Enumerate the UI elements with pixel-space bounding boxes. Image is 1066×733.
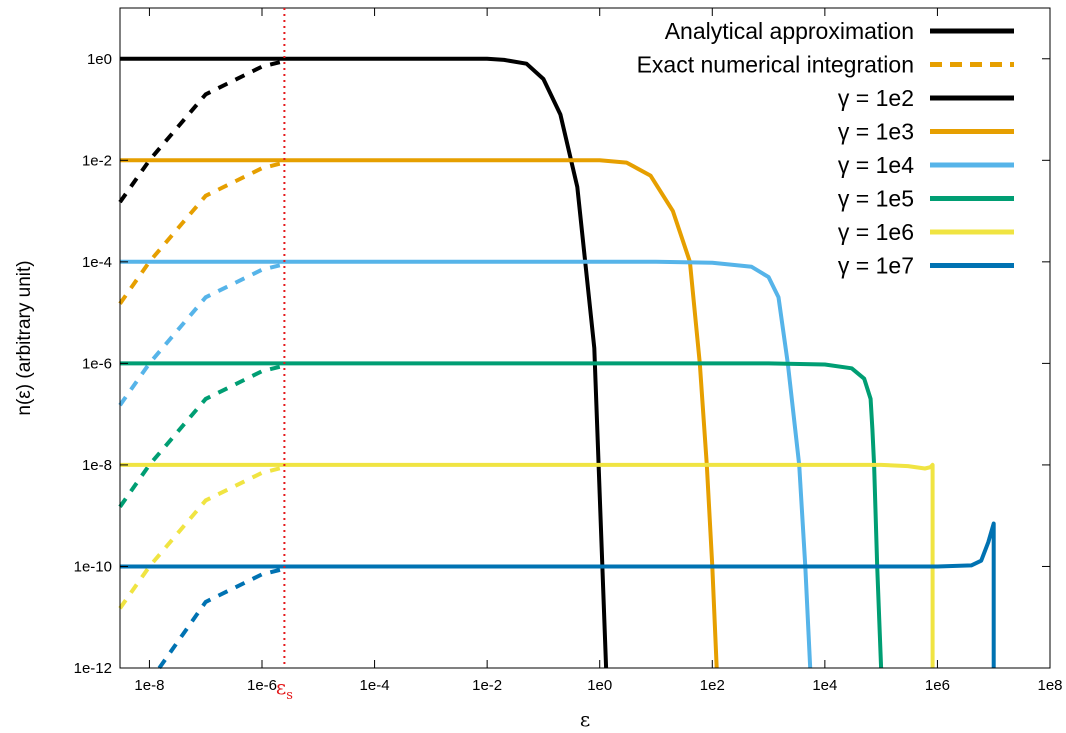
- series-exact-1e6: [118, 465, 285, 610]
- x-tick-label: 1e6: [925, 677, 950, 694]
- legend-label: γ = 1e2: [838, 85, 914, 111]
- x-tick-label: 1e4: [812, 677, 837, 694]
- y-tick-label: 1e-12: [74, 660, 112, 677]
- series-analytical-1e3: [120, 158, 719, 669]
- series-analytical-1e7: [120, 521, 996, 668]
- legend-label: γ = 1e3: [838, 119, 914, 145]
- legend-label: Analytical approximation: [665, 18, 914, 44]
- y-tick-label: 1e0: [87, 51, 112, 68]
- y-tick-label: 1e-8: [82, 457, 112, 474]
- series-analytical-1e6: [120, 462, 935, 668]
- plot-frame: [119, 7, 1051, 669]
- series-exact-1e4: [118, 262, 285, 407]
- series-analytical-1e5: [120, 361, 884, 669]
- series-analytical-1e4: [120, 259, 813, 669]
- x-tick-label: 1e8: [1037, 677, 1062, 694]
- series-exact-1e2: [118, 59, 285, 204]
- legend: Analytical approximation Exact numerical …: [637, 18, 1014, 279]
- x-tick-label: 1e-2: [472, 677, 502, 694]
- y-tick-label: 1e-6: [82, 355, 112, 372]
- legend-label: γ = 1e4: [838, 152, 914, 178]
- x-tick-label: 1e2: [700, 677, 725, 694]
- series-exact-1e7: [157, 566, 285, 670]
- legend-label: γ = 1e6: [838, 219, 914, 245]
- y-axis-title: n(ε) (arbitrary unit): [14, 260, 35, 415]
- series-analytical-1e2: [120, 56, 609, 669]
- legend-label: γ = 1e5: [838, 186, 914, 212]
- legend-label: γ = 1e7: [838, 253, 914, 279]
- series-exact-1e5: [118, 363, 285, 508]
- x-tick-label: 1e-4: [360, 677, 390, 694]
- vline-layer: εs: [276, 8, 293, 703]
- epsilon-s-label: εs: [276, 675, 293, 703]
- ticks-layer: 1e-8 1e-6 1e-4 1e-2 1e0 1e2 1e4 1e6 1e8 1e-12 1e-1…: [74, 8, 1063, 694]
- y-tick-label: 1e-10: [74, 558, 112, 575]
- series-exact-1e3: [118, 160, 285, 305]
- x-axis-title: ε: [580, 707, 590, 731]
- y-tick-label: 1e-4: [82, 254, 112, 271]
- x-tick-label: 1e-6: [247, 677, 277, 694]
- series-layer: [118, 56, 996, 670]
- x-tick-label: 1e-8: [134, 677, 164, 694]
- legend-label: Exact numerical integration: [637, 52, 914, 78]
- x-tick-label: 1e0: [587, 677, 612, 694]
- y-tick-label: 1e-2: [82, 152, 112, 169]
